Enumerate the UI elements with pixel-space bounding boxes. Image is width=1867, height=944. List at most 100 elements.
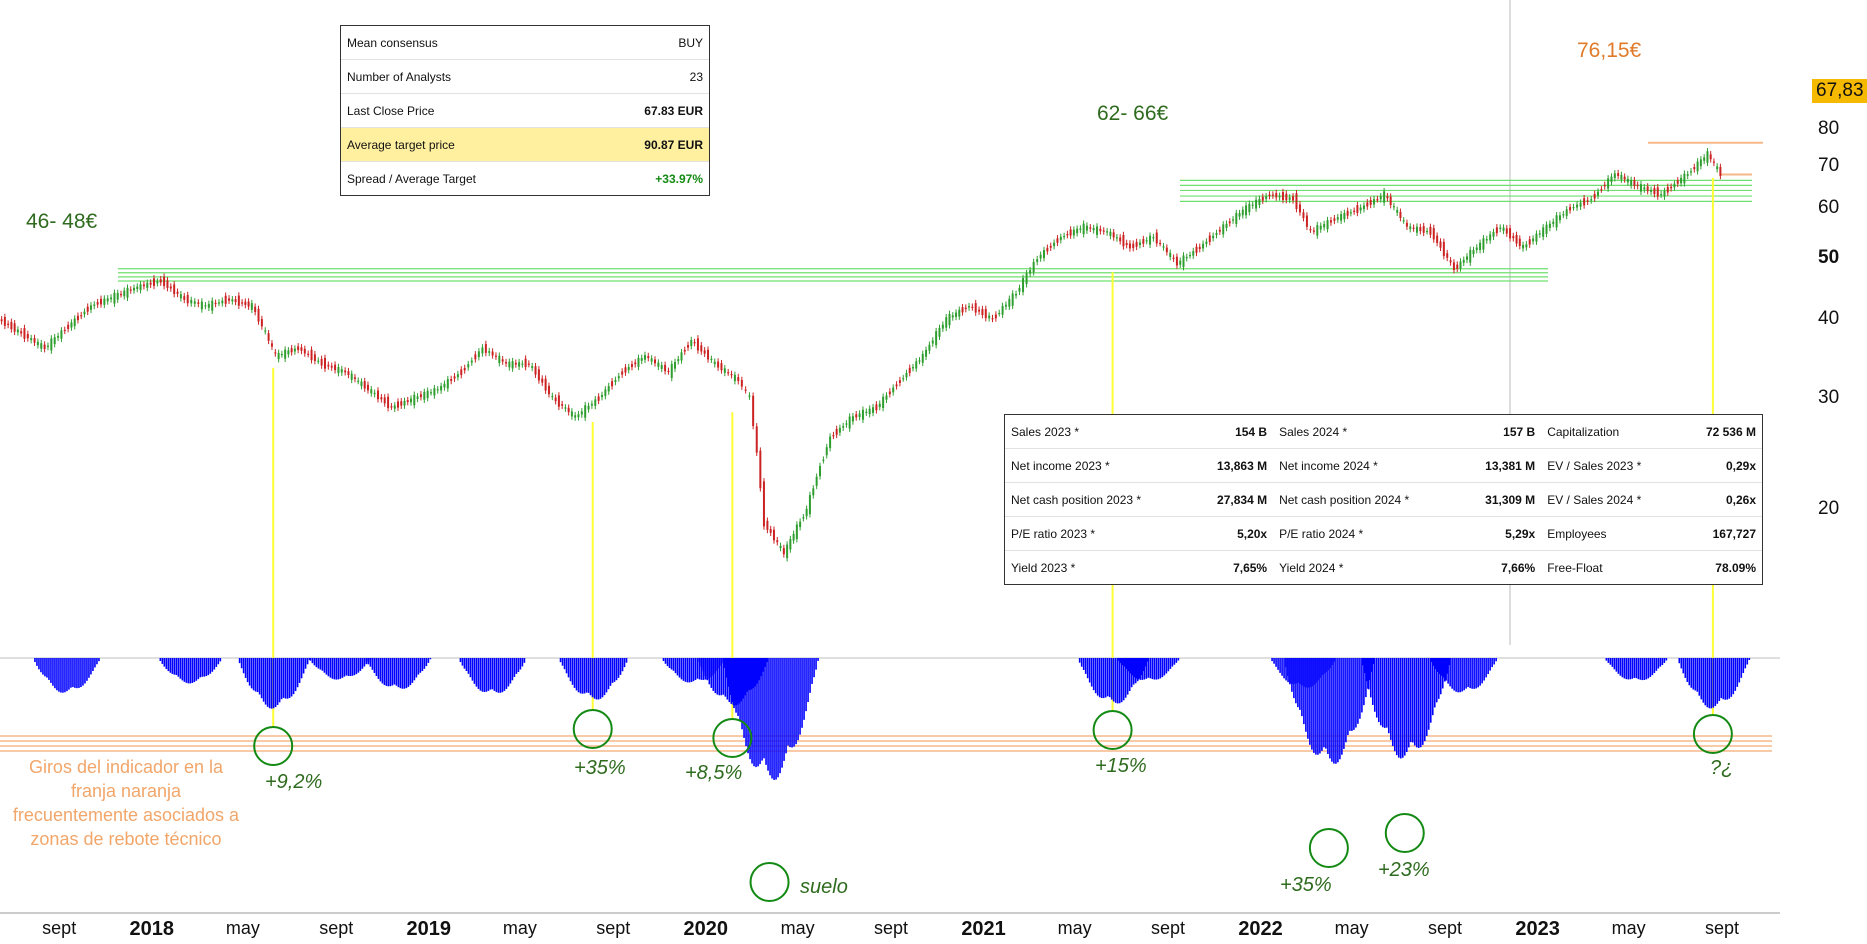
signal-circle — [1092, 710, 1133, 750]
metric-label: Net cash position 2023 * — [1005, 482, 1192, 517]
consensus-value: 90.87 EUR — [586, 127, 709, 162]
price-candle — [264, 330, 267, 332]
price-candle — [1349, 212, 1352, 214]
metric-value: 0,29x — [1680, 448, 1762, 483]
price-candle — [1202, 243, 1205, 249]
indicator-bar — [286, 658, 289, 699]
indicator-bar — [459, 658, 462, 663]
indicator-bar — [369, 658, 372, 667]
price-candle — [1288, 197, 1291, 200]
indicator-bar — [337, 658, 340, 680]
indicator-bar — [1700, 658, 1703, 700]
indicator-bar — [680, 658, 683, 680]
indicator-bar — [1615, 658, 1618, 672]
price-candle — [274, 352, 277, 354]
price-candle — [1255, 199, 1258, 209]
signal-circle — [749, 862, 790, 902]
indicator-bar — [1329, 658, 1331, 759]
price-candle — [1359, 207, 1362, 211]
price-candle — [908, 367, 911, 374]
price-candle — [1092, 228, 1095, 231]
price-candle — [89, 305, 92, 310]
price-candle — [1245, 205, 1248, 216]
fundamentals-row: Net cash position 2023 * 27,834 M Net cas… — [1005, 482, 1762, 517]
price-candle — [1079, 228, 1082, 230]
indicator-bar — [1489, 658, 1491, 671]
price-candle — [624, 367, 627, 373]
indicator-bar — [304, 658, 307, 669]
price-candle — [621, 371, 624, 375]
indicator-bar — [60, 658, 62, 693]
indicator-bar — [185, 658, 188, 683]
price-candle — [1295, 193, 1298, 210]
indicator-bar — [405, 658, 408, 689]
price-candle — [1356, 205, 1359, 213]
price-candle — [1399, 211, 1402, 218]
price-candle — [488, 351, 491, 353]
price-candle — [366, 384, 369, 391]
price-candle — [696, 338, 699, 351]
price-candle — [779, 545, 782, 549]
indicator-bar — [1305, 658, 1307, 732]
price-candle — [945, 317, 948, 328]
price-candle — [1106, 231, 1109, 233]
indicator-bar — [179, 658, 182, 679]
price-candle — [166, 280, 169, 289]
indicator-bar — [329, 658, 332, 678]
price-candle — [217, 302, 220, 304]
price-candle — [855, 414, 858, 418]
indicator-bar — [511, 658, 514, 681]
price-candle — [1505, 228, 1508, 234]
price-candle — [617, 376, 620, 379]
indicator-bar — [1471, 658, 1473, 689]
indicator-bar — [739, 658, 741, 721]
price-candle — [491, 351, 494, 356]
indicator-bar — [521, 658, 524, 667]
price-candle — [1072, 229, 1075, 236]
indicator-bar — [493, 658, 496, 691]
price-candle — [1415, 226, 1418, 233]
price-candle — [845, 423, 848, 425]
indicator-bar — [1439, 658, 1442, 695]
indicator-bar — [783, 658, 785, 761]
indicator-bar — [797, 658, 799, 741]
signal-circle — [253, 726, 294, 766]
price-candle — [518, 362, 521, 367]
x-tick-label: sept — [42, 918, 77, 938]
price-candle — [153, 278, 156, 286]
price-candle — [136, 286, 139, 290]
y-tick-label: 70 — [1818, 154, 1840, 176]
price-candle — [584, 405, 587, 418]
indicator-bar — [207, 658, 210, 676]
price-candle — [805, 508, 808, 517]
indicator-bar — [1629, 658, 1632, 680]
indicator-bar — [1421, 658, 1424, 745]
indicator-bar — [1167, 658, 1170, 672]
indicator-bar — [1738, 658, 1741, 683]
price-candle — [1222, 224, 1225, 235]
indicator-bar — [256, 658, 259, 693]
price-candle — [334, 364, 337, 371]
price-candle — [968, 306, 971, 308]
indicator-bar — [1613, 658, 1616, 670]
price-candle — [1683, 173, 1686, 184]
indicator-bar — [1423, 658, 1426, 742]
price-candle — [1215, 233, 1218, 236]
consensus-value: 67.83 EUR — [586, 93, 709, 128]
price-candle — [1565, 209, 1568, 216]
price-candle — [46, 345, 49, 347]
price-candle — [541, 378, 544, 383]
price-candle — [1329, 220, 1332, 223]
price-candle — [494, 355, 497, 357]
indicator-bar — [195, 658, 198, 681]
indicator-bar — [1279, 658, 1281, 673]
indicator-bar — [769, 658, 771, 776]
price-candle — [1112, 232, 1115, 238]
price-candle — [113, 292, 116, 304]
consensus-row: Mean consensus BUY — [341, 26, 709, 60]
price-candle — [1696, 161, 1699, 172]
price-candle — [1125, 243, 1128, 246]
x-tick-label: 2021 — [961, 918, 1006, 940]
indicator-bar — [1343, 658, 1345, 749]
price-candle — [176, 291, 179, 294]
